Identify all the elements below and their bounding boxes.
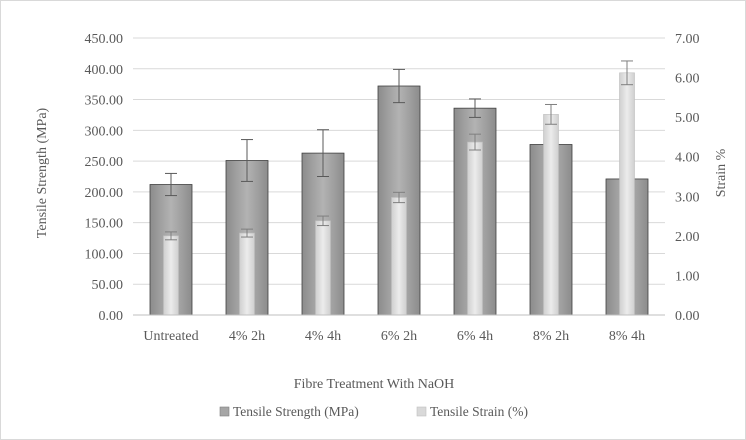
right-tick-label: 7.00 <box>675 32 700 47</box>
x-tick-label: Untreated <box>143 329 198 344</box>
legend-swatch-strength <box>219 406 230 417</box>
left-tick-label: 300.00 <box>85 124 124 139</box>
left-tick-label: 250.00 <box>85 155 124 170</box>
error-bars <box>165 60 633 241</box>
x-tick-label: 8% 4h <box>609 329 645 344</box>
strain-bar <box>467 141 483 316</box>
x-tick-label: 6% 4h <box>457 329 493 344</box>
x-axis-ticks: Untreated 4% 2h 4% 4h 6% 2h 6% 4h 8% 2h 8% 4h <box>143 329 645 344</box>
left-axis-title: Tensile Strength (MPa) <box>35 107 50 238</box>
strain-bar <box>619 72 635 316</box>
right-tick-label: 2.00 <box>675 230 700 245</box>
strain-bar <box>163 235 179 316</box>
left-tick-label: 100.00 <box>85 247 124 262</box>
legend-label-strength: Tensile Strength (MPa) <box>233 404 359 419</box>
bars <box>149 72 649 316</box>
right-axis-title: Strain % <box>714 148 729 197</box>
x-tick-label: 4% 2h <box>229 329 265 344</box>
strain-bar <box>391 197 407 316</box>
left-tick-label: 50.00 <box>92 278 124 293</box>
legend-swatch-strain <box>416 406 427 417</box>
left-tick-label: 150.00 <box>85 217 124 232</box>
x-axis-title: Fibre Treatment With NaOH <box>294 377 455 392</box>
left-tick-label: 200.00 <box>85 186 124 201</box>
left-axis-ticks: 0.00 50.00 100.00 150.00 200.00 250.00 300.00 3… <box>85 32 124 324</box>
right-tick-label: 0.00 <box>675 309 700 324</box>
strain-bar <box>315 220 331 316</box>
right-tick-label: 6.00 <box>675 72 700 87</box>
right-tick-label: 5.00 <box>675 111 700 126</box>
right-tick-label: 3.00 <box>675 190 700 205</box>
right-tick-label: 4.00 <box>675 151 700 166</box>
left-tick-label: 450.00 <box>85 32 124 47</box>
strain-bar <box>543 114 559 316</box>
x-tick-label: 6% 2h <box>381 329 417 344</box>
strain-bar <box>239 232 255 316</box>
right-axis-ticks: 0.00 1.00 2.00 3.00 4.00 5.00 6.00 7.00 <box>675 32 700 324</box>
right-tick-label: 1.00 <box>675 269 700 284</box>
left-tick-label: 0.00 <box>99 309 124 324</box>
left-tick-label: 350.00 <box>85 94 124 109</box>
legend: Tensile Strength (MPa) Tensile Strain (%… <box>219 404 528 419</box>
left-tick-label: 400.00 <box>85 63 124 78</box>
x-tick-label: 8% 2h <box>533 329 569 344</box>
legend-label-strain: Tensile Strain (%) <box>430 404 528 419</box>
x-tick-label: 4% 4h <box>305 329 341 344</box>
